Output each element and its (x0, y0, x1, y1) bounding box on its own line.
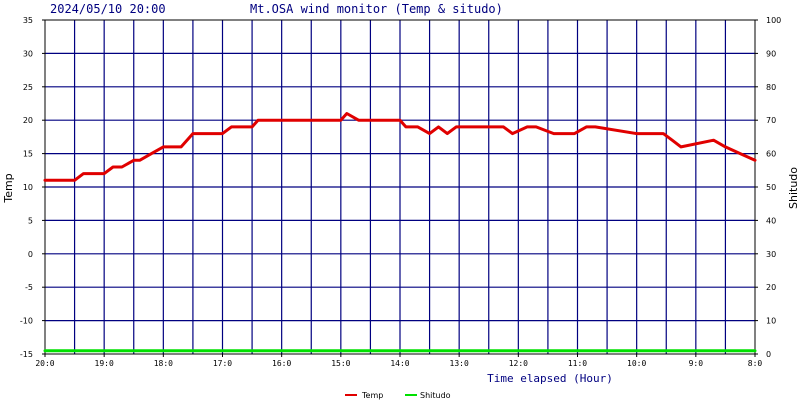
y-right-tick-label: 50 (766, 183, 776, 192)
y-left-tick-label: 15 (23, 150, 33, 159)
y-right-tick-label: 40 (766, 216, 776, 225)
x-tick-label: 11:0 (568, 359, 587, 368)
x-tick-label: 10:0 (627, 359, 646, 368)
y-left-tick-label: -10 (20, 317, 33, 326)
legend-temp-label: Temp (361, 391, 383, 400)
legend: Temp Shitudo (345, 391, 451, 400)
x-tick-label: 20:0 (35, 359, 54, 368)
x-tick-label: 12:0 (509, 359, 528, 368)
x-tick-label: 9:0 (689, 359, 704, 368)
y-left-tick-label: -15 (20, 350, 33, 359)
y-right-tick-label: 20 (766, 283, 776, 292)
y-right-tick-label: 10 (766, 317, 776, 326)
y-left-tick-label: 0 (28, 250, 33, 259)
y-left-tick-label: -5 (25, 283, 33, 292)
chart-timestamp: 2024/05/10 20:00 (50, 2, 166, 16)
y-left-tick-label: 20 (23, 116, 33, 125)
y-left-tick-label: 35 (23, 16, 33, 25)
series-lines (43, 112, 757, 353)
y-left-tick-label: 25 (23, 83, 33, 92)
x-tick-label: 8:0 (748, 359, 763, 368)
y-right-tick-label: 0 (766, 350, 771, 359)
series-line-temp (43, 112, 757, 182)
x-tick-label: 14:0 (390, 359, 409, 368)
x-tick-label: 19:0 (95, 359, 114, 368)
y-right-tick-label: 90 (766, 49, 776, 58)
y-right-tick-label: 80 (766, 83, 776, 92)
x-tick-label: 13:0 (450, 359, 469, 368)
chart-title: Mt.OSA wind monitor (Temp & situdo) (250, 2, 503, 16)
y-axis-right-label: Shitudo (787, 167, 800, 209)
y-right-tick-label: 100 (766, 16, 781, 25)
y-right-tick-label: 70 (766, 116, 776, 125)
x-tick-label: 17:0 (213, 359, 232, 368)
x-axis-label: Time elapsed (Hour) (487, 372, 613, 385)
y-left-tick-label: 30 (23, 49, 33, 58)
grid-lines (45, 20, 755, 354)
axes (42, 19, 758, 357)
y-right-tick-label: 30 (766, 250, 776, 259)
y-right-tick-label: 60 (766, 150, 776, 159)
x-tick-label: 18:0 (154, 359, 173, 368)
y-axis-left-label: Temp (2, 173, 15, 203)
tick-labels: 35302520151050-5-10-15100908070605040302… (20, 16, 781, 368)
legend-shitudo-label: Shitudo (420, 391, 451, 400)
x-tick-label: 16:0 (272, 359, 291, 368)
x-tick-label: 15:0 (331, 359, 350, 368)
y-left-tick-label: 10 (23, 183, 33, 192)
y-left-tick-label: 5 (28, 216, 33, 225)
